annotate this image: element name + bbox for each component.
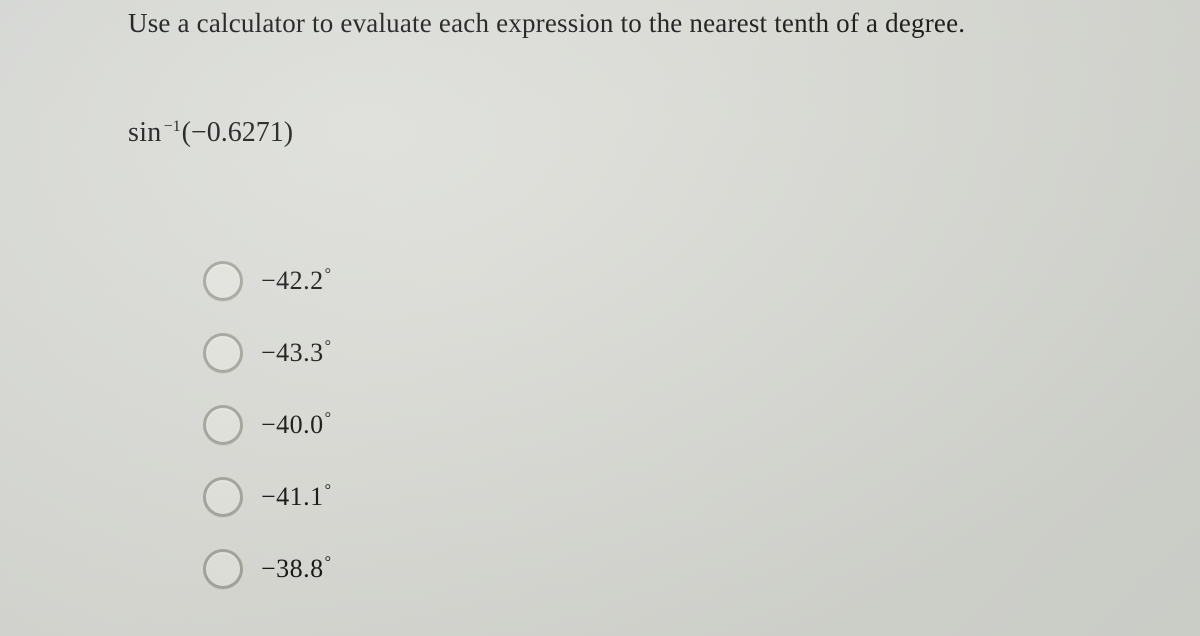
question-page: Use a calculator to evaluate each expres… — [0, 0, 1200, 589]
radio-icon[interactable] — [203, 261, 243, 301]
option-label: −40.0° — [261, 410, 332, 440]
option-value: −38.8 — [261, 554, 324, 583]
options-list: −42.2° −43.3° −40.0° −41.1° −38.8° — [203, 261, 1200, 589]
option-row[interactable]: −43.3° — [203, 333, 1200, 373]
expression-fn: sin — [128, 117, 162, 148]
radio-icon[interactable] — [203, 477, 243, 517]
degree-symbol: ° — [325, 266, 332, 283]
option-value: −42.2 — [261, 266, 324, 295]
option-row[interactable]: −38.8° — [203, 549, 1200, 589]
expression: sin−1(−0.6271) — [128, 117, 1200, 149]
option-row[interactable]: −40.0° — [203, 405, 1200, 445]
degree-symbol: ° — [325, 338, 332, 355]
option-row[interactable]: −42.2° — [203, 261, 1200, 301]
option-value: −43.3 — [261, 338, 324, 367]
expression-exponent: −1 — [164, 118, 181, 135]
option-label: −43.3° — [261, 338, 332, 368]
option-value: −40.0 — [261, 410, 324, 439]
degree-symbol: ° — [325, 410, 332, 427]
option-row[interactable]: −41.1° — [203, 477, 1200, 517]
degree-symbol: ° — [325, 554, 332, 571]
option-label: −41.1° — [261, 482, 332, 512]
instruction-text: Use a calculator to evaluate each expres… — [128, 8, 1200, 39]
option-label: −38.8° — [261, 554, 332, 584]
expression-arg: (−0.6271) — [182, 117, 293, 148]
radio-icon[interactable] — [203, 405, 243, 445]
option-value: −41.1 — [261, 482, 324, 511]
option-label: −42.2° — [261, 266, 332, 296]
radio-icon[interactable] — [203, 333, 243, 373]
degree-symbol: ° — [325, 482, 332, 499]
radio-icon[interactable] — [203, 549, 243, 589]
